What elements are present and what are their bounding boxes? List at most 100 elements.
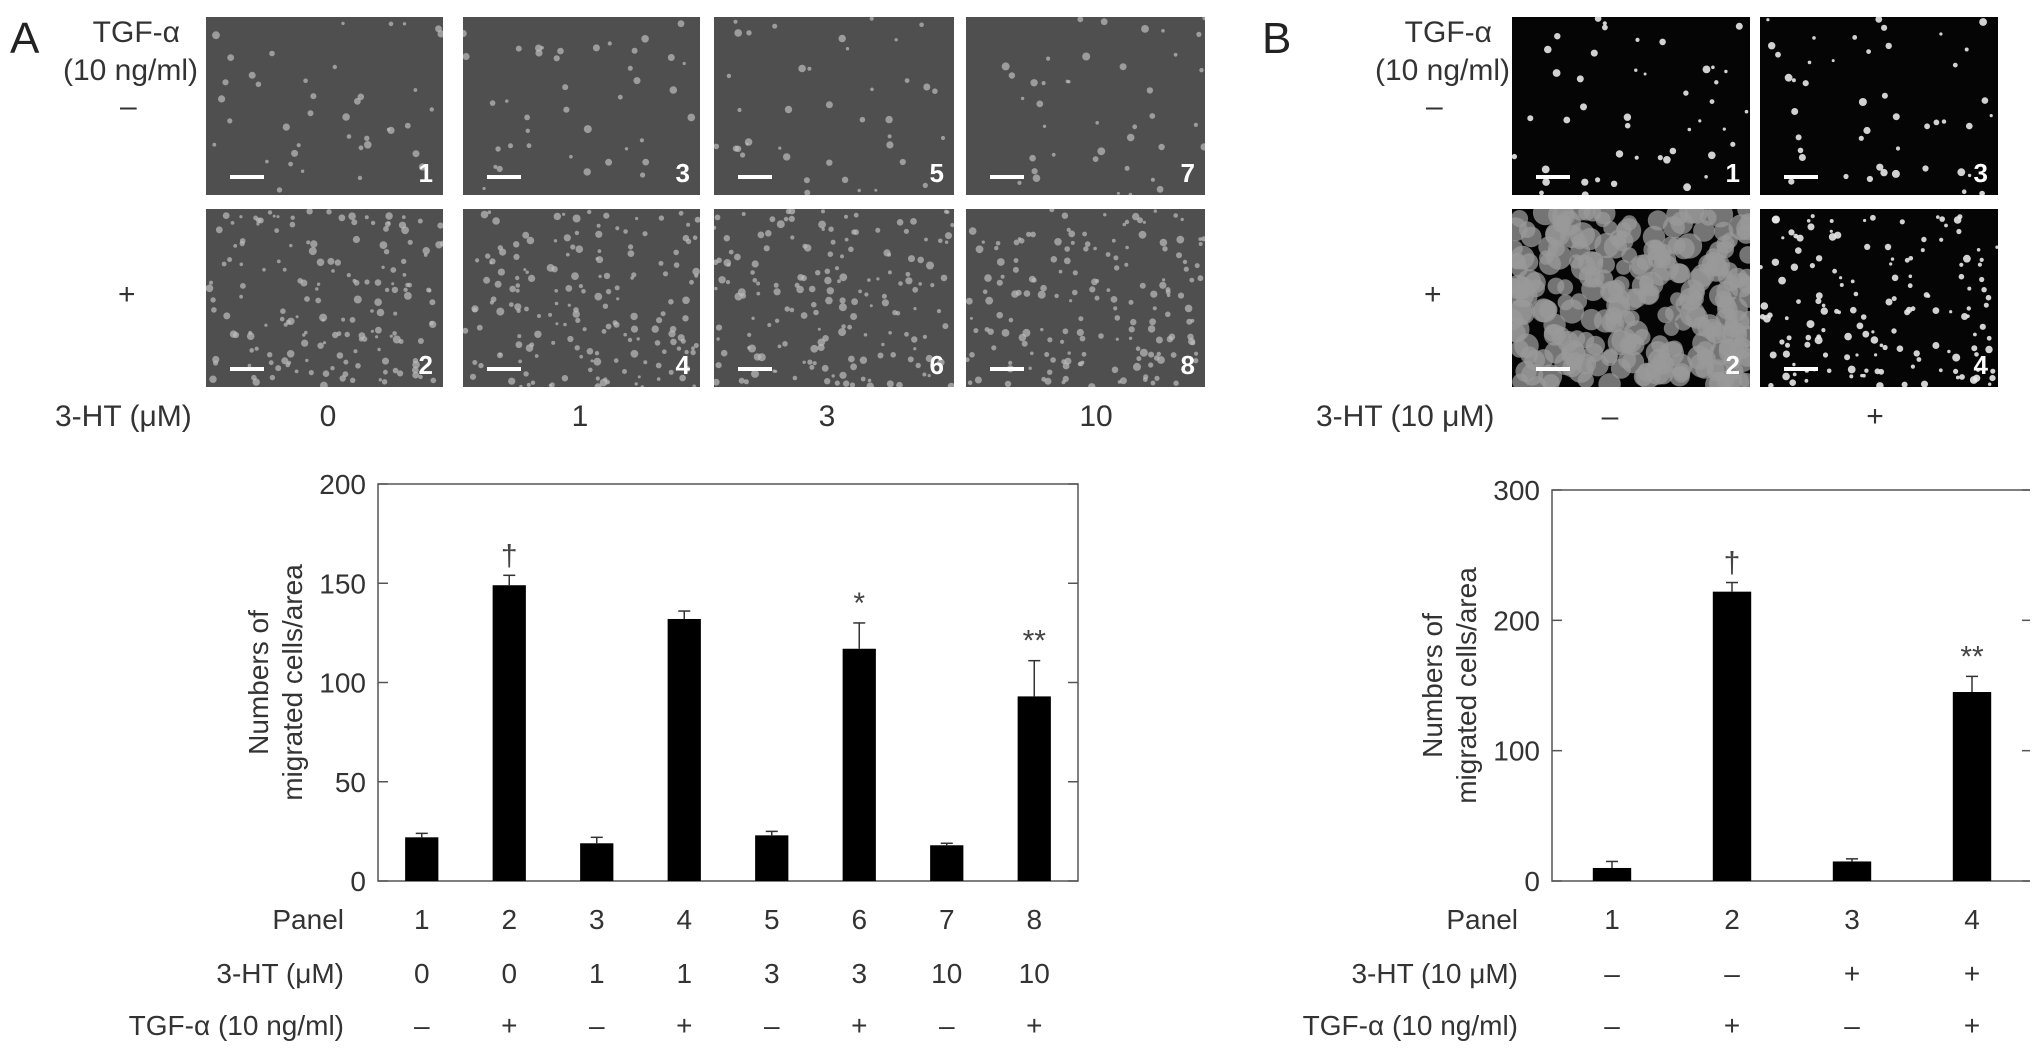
chart-a-plot-frame <box>377 483 1079 882</box>
panel-b-dose-1: + <box>1866 400 1884 433</box>
chart-a-xtick-3ht-3: 1 <box>589 958 605 989</box>
chart-b-xtick-panel-2: 2 <box>1724 904 1740 935</box>
panel-b-dose-label: 3-HT (10 μM) <box>1316 400 1495 433</box>
micrograph-a-top-2: 3 <box>463 17 700 195</box>
micrograph-a-bottom-3: 6 <box>714 209 954 387</box>
panel-b-tgf-line1: TGF-α <box>1404 16 1492 49</box>
chart-a-xtick-3ht-8: 10 <box>1019 958 1050 989</box>
chart-a-ylabel-line1: Numbers of <box>243 610 274 755</box>
chart-b-xtick-tgf-2: + <box>1724 1010 1740 1041</box>
chart-b-row-label-panel: Panel <box>1446 904 1518 935</box>
chart-a-row-label-3ht: 3-HT (μM) <box>216 958 344 989</box>
scale-bar <box>487 367 521 371</box>
chart-a-bar-5 <box>755 835 789 881</box>
chart-a-ytick-label: 200 <box>319 469 366 500</box>
chart-a-bar-1 <box>405 837 439 881</box>
scale-bar <box>738 367 772 371</box>
chart-a-xtick-3ht-2: 0 <box>501 958 517 989</box>
chart-a-ytick-label: 50 <box>335 767 366 798</box>
chart-a-xtick-3ht-6: 3 <box>851 958 867 989</box>
scale-bar <box>1784 175 1818 179</box>
panel-a-row-plus: + <box>118 278 136 311</box>
chart-a-xtick-panel-7: 7 <box>939 904 955 935</box>
image-number: 3 <box>675 158 690 188</box>
chart-b-annotation-2: † <box>1724 547 1741 580</box>
chart-b-row-label-3ht: 3-HT (10 μM) <box>1351 958 1518 989</box>
image-number: 4 <box>675 350 690 380</box>
chart-a-xtick-tgf-6: + <box>851 1010 867 1041</box>
chart-a-bar-6 <box>842 648 876 881</box>
micrograph-b-bottom-1: 2 <box>1512 209 1750 387</box>
image-number: 6 <box>929 350 944 380</box>
panel-a-tgf-line2: (10 ng/ml) <box>62 54 198 87</box>
image-number: 1 <box>1725 158 1740 188</box>
panel-b-row-plus: + <box>1424 278 1442 311</box>
chart-b-xtick-tgf-4: + <box>1964 1010 1980 1041</box>
chart-b-bar-3 <box>1832 861 1872 881</box>
panel-b-tgf-line2: (10 ng/ml) <box>1374 54 1510 87</box>
chart-a-xtick-panel-5: 5 <box>764 904 780 935</box>
panel-a-tgf-header: TGF-α (10 ng/ml) <box>58 14 198 90</box>
chart-a-xtick-3ht-1: 0 <box>414 958 430 989</box>
chart-a-xtick-3ht-4: 1 <box>676 958 692 989</box>
chart-a-xtick-panel-3: 3 <box>589 904 605 935</box>
micrograph-a-bottom-2: 4 <box>463 209 700 387</box>
scale-bar <box>990 367 1024 371</box>
chart-b-xtick-3ht-4: + <box>1964 958 1980 989</box>
panel-b-bar-chart: 0 100 200 300 Numbers of migrated cells/area 1… <box>1303 475 2030 1041</box>
scale-bar <box>990 175 1024 179</box>
micrograph-b-top-1: 1 <box>1512 17 1750 195</box>
chart-b-ytick-label: 0 <box>1524 866 1540 897</box>
micrograph-a-bottom-1: 2 <box>206 209 443 387</box>
micrograph-b-top-2: 3 <box>1760 17 1998 195</box>
chart-a-annotation-8: ** <box>1023 625 1047 658</box>
panel-a-dose-3: 10 <box>1079 400 1113 433</box>
chart-a-xtick-panel-8: 8 <box>1026 904 1042 935</box>
chart-a-bar-4 <box>667 618 701 881</box>
chart-b-xtick-3ht-2: – <box>1724 958 1740 989</box>
panel-b-letter: B <box>1262 14 1292 63</box>
chart-a-ytick-label: 150 <box>319 568 366 599</box>
chart-a-xtick-tgf-4: + <box>676 1010 692 1041</box>
chart-a-xtick-tgf-5: – <box>764 1010 780 1041</box>
chart-b-xtick-panel-4: 4 <box>1964 904 1980 935</box>
scale-bar <box>230 175 264 179</box>
chart-b-ylabel-line2: migrated cells/area <box>1451 567 1482 804</box>
chart-b-xtick-3ht-1: – <box>1604 958 1620 989</box>
micrograph-a-top-3: 5 <box>714 17 954 195</box>
image-number: 8 <box>1180 350 1195 380</box>
chart-a-xtick-panel-6: 6 <box>851 904 867 935</box>
panel-b-row-minus: – <box>1426 90 1443 123</box>
image-number: 2 <box>418 350 433 380</box>
image-number: 2 <box>1725 350 1740 380</box>
chart-b-xtick-panel-1: 1 <box>1604 904 1620 935</box>
chart-a-xtick-tgf-8: + <box>1026 1010 1042 1041</box>
micrograph-a-top-1: 1 <box>206 17 443 195</box>
chart-b-xtick-tgf-1: – <box>1604 1010 1620 1041</box>
chart-a-xtick-panel-4: 4 <box>676 904 692 935</box>
scale-bar <box>487 175 521 179</box>
chart-a-bar-8 <box>1017 696 1051 881</box>
chart-b-xtick-tgf-3: – <box>1844 1010 1860 1041</box>
chart-a-annotation-2: † <box>501 539 518 572</box>
chart-a-bar-3 <box>580 843 614 881</box>
chart-a-ytick-label: 0 <box>350 866 366 897</box>
scale-bar <box>1536 175 1570 179</box>
chart-a-bar-7 <box>930 845 964 881</box>
panel-a-dose-2: 3 <box>818 400 836 433</box>
chart-b-ytick-label: 100 <box>1493 736 1540 767</box>
chart-a-row-label-tgf: TGF-α (10 ng/ml) <box>129 1010 344 1041</box>
chart-a-xtick-tgf-7: – <box>939 1010 955 1041</box>
panel-a-dose-label: 3-HT (μM) <box>55 400 192 433</box>
chart-a-ylabel-line2: migrated cells/area <box>277 564 308 801</box>
chart-b-xtick-panel-3: 3 <box>1844 904 1860 935</box>
scale-bar <box>1536 367 1570 371</box>
chart-a-xtick-tgf-1: – <box>414 1010 430 1041</box>
chart-a-xtick-tgf-2: + <box>501 1010 517 1041</box>
chart-b-ylabel-line1: Numbers of <box>1417 613 1448 758</box>
panel-a-letter: A <box>10 14 40 63</box>
chart-a-bar-2 <box>492 585 526 881</box>
chart-a-xtick-3ht-5: 3 <box>764 958 780 989</box>
panel-a-dose-0: 0 <box>319 400 337 433</box>
chart-b-row-label-tgf: TGF-α (10 ng/ml) <box>1303 1010 1518 1041</box>
